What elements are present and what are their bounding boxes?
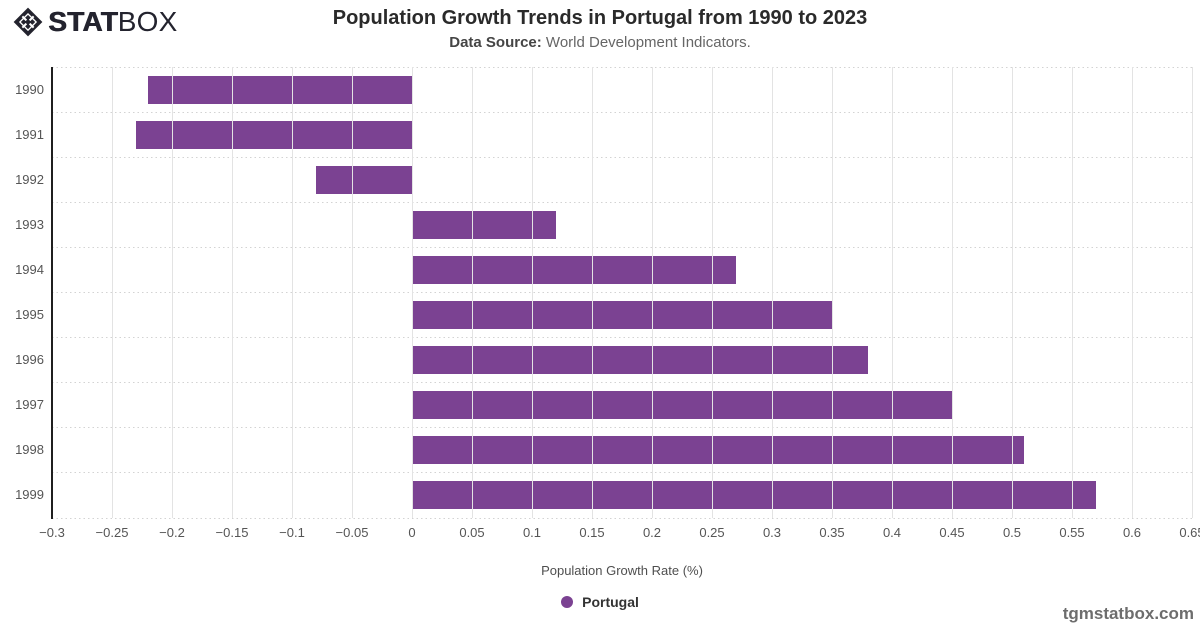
x-axis-tick-label: 0.25 [699,525,725,540]
logo-text-box: BOX [117,6,178,37]
x-axis-tick-label: 0.1 [522,525,542,540]
bar-1999 [412,481,1096,510]
x-axis-tick-label: 0 [408,525,416,540]
gridline [892,67,893,518]
logo-wordmark: STATBOX [48,7,177,37]
bar-1993 [412,210,556,239]
legend: Portugal [0,594,1200,610]
gridline [1012,67,1013,518]
y-axis-label-1997: 1997 [15,397,44,413]
row-separator [52,517,1192,519]
logo-text-stat: STAT [48,6,118,37]
bar-1998 [412,436,1024,465]
gridline [652,67,653,518]
legend-marker [561,596,574,608]
bar-1990 [148,75,412,104]
x-axis-tick-label: 0.05 [459,525,485,540]
bar-1994 [412,255,736,284]
y-axis-label-1992: 1992 [15,171,44,187]
chart-subtitle: Data Source: World Development Indicator… [0,34,1200,51]
x-axis-tick-label: 0.5 [1002,525,1022,540]
gridline [172,67,173,518]
legend-label: Portugal [582,594,639,610]
x-axis-tick-label: 0.35 [819,525,845,540]
bar-1992 [316,165,412,194]
row-separator [52,337,1192,339]
x-axis-tick-label: 0.65 [1179,525,1200,540]
x-axis-tick-label: −0.1 [279,525,305,540]
y-axis-label-1994: 1994 [15,261,44,277]
x-axis-title: Population Growth Rate (%) [541,563,703,578]
statbox-logo: STATBOX [13,7,177,37]
data-source-value: World Development Indicators. [541,34,751,51]
x-axis-tick-label: 0.45 [939,525,965,540]
x-axis-tick-label: −0.05 [335,525,369,540]
x-axis-tick-label: −0.2 [159,525,185,540]
gridline [412,67,413,518]
bar-1997 [412,391,952,420]
bar-1996 [412,346,868,375]
chart-title: Population Growth Trends in Portugal fro… [332,7,868,29]
gridline [1072,67,1073,518]
gridline [352,67,353,518]
statbox-diamond-icon [13,7,43,37]
y-axis-label-1993: 1993 [15,216,44,232]
gridline [832,67,833,518]
x-axis-tick-label: 0.55 [1059,525,1085,540]
gridline [712,67,713,518]
x-axis-tick-label: 0.6 [1122,525,1142,540]
row-separator [52,427,1192,429]
gridline [772,67,773,518]
gridline [532,67,533,518]
gridline [292,67,293,518]
row-separator [52,246,1192,248]
data-source-label: Data Source: [449,34,542,51]
bar-1995 [412,301,832,330]
y-axis-label-1998: 1998 [15,442,44,458]
row-separator [52,292,1192,293]
row-separator [52,201,1192,203]
plot-area [52,66,1193,519]
watermark-link: tgmstatbox.com [1062,604,1194,623]
bar-1991 [136,120,412,149]
y-axis-label-1996: 1996 [15,352,44,368]
gridline [232,67,233,518]
gridline [1192,67,1193,518]
y-axis-label-1995: 1995 [15,307,44,323]
row-separator [52,382,1192,384]
row-separator [52,66,1192,68]
y-axis-line [51,67,53,519]
gridline [112,67,113,518]
x-axis-tick-label: −0.15 [215,525,249,540]
x-axis-tick-label: 0.15 [579,525,605,540]
x-axis-tick-label: −0.3 [39,525,65,540]
row-separator [52,472,1192,474]
x-axis-tick-label: 0.2 [642,525,662,540]
gridline [952,67,953,518]
x-axis-tick-label: 0.3 [762,525,782,540]
y-axis-label-1990: 1990 [15,81,44,97]
x-axis-tick-label: 0.4 [882,525,902,540]
x-axis-tick-label: −0.25 [95,525,129,540]
y-axis-label-1991: 1991 [15,126,44,142]
y-axis-label-1999: 1999 [15,487,44,503]
gridline [1132,67,1133,518]
row-separator [52,156,1192,158]
gridline [472,67,473,518]
gridline [592,67,593,518]
row-separator [52,111,1192,113]
